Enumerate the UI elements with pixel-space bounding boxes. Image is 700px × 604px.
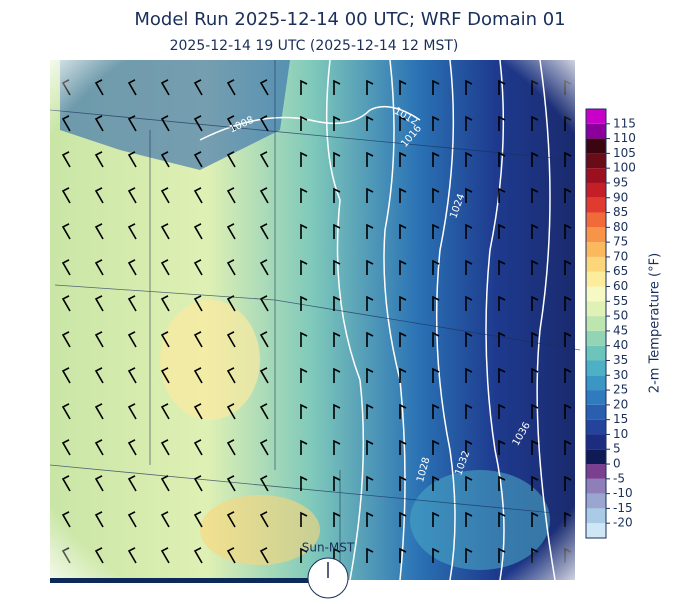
colorbar-swatch [586, 138, 606, 154]
colorbar-tick-label: -15 [613, 501, 633, 515]
colorbar-swatch [586, 168, 606, 183]
colorbar-tick-label: 50 [613, 309, 628, 323]
colorbar-swatch [586, 197, 606, 213]
colorbar-swatch [586, 434, 606, 450]
colorbar-swatch [586, 227, 606, 243]
colorbar-tick-label: 95 [613, 175, 628, 189]
colorbar-swatch [586, 123, 606, 139]
colorbar-swatch [586, 464, 606, 479]
colorbar-tick-label: 5 [613, 442, 621, 456]
colorbar-tick-label: -20 [613, 516, 633, 530]
colorbar-swatch [586, 109, 606, 124]
colorbar-frame [585, 108, 607, 539]
colorbar-tick-label: 115 [613, 116, 636, 130]
colorbar-swatch [586, 301, 606, 317]
subtitle: 2025-12-14 19 UTC (2025-12-14 12 MST) [170, 38, 459, 54]
edge-fade [50, 60, 575, 580]
map: 1008 1012 1016 1024 1028 1032 1036 [49, 59, 581, 581]
colorbar-swatch [586, 404, 606, 420]
colorbar-swatch [586, 212, 606, 228]
colorbar-tick-label: 110 [613, 131, 636, 145]
colorbar-tick-label: 80 [613, 220, 628, 234]
colorbar-tick-label: -10 [613, 486, 633, 500]
colorbar-swatch [586, 419, 606, 435]
colorbar-swatch [586, 316, 606, 331]
colorbar-swatch [586, 256, 606, 272]
colorbar-swatch [586, 182, 606, 198]
clock-label: Sun-MST [302, 541, 355, 555]
colorbar-tick-label: -5 [613, 471, 625, 485]
colorbar-tick-label: 55 [613, 294, 628, 308]
colorbar-swatch [586, 271, 606, 287]
colorbar-tick-label: 45 [613, 323, 628, 337]
colorbar-swatch [586, 153, 606, 169]
colorbar-tick-label: 25 [613, 383, 628, 397]
colorbar-swatch [586, 242, 606, 257]
colorbar-tick-label: 85 [613, 205, 628, 219]
colorbar-tick-label: 0 [613, 457, 621, 471]
colorbar-swatch [586, 330, 606, 346]
colorbar-swatch [586, 345, 606, 361]
colorbar: 1151101051009590858075706560555045403530… [585, 108, 636, 539]
colorbar-label: 2-m Temperature (°F) [648, 253, 663, 393]
colorbar-tick-label: 100 [613, 161, 636, 175]
colorbar-tick-label: 60 [613, 279, 628, 293]
colorbar-swatch [586, 390, 606, 405]
colorbar-swatch [586, 493, 606, 509]
colorbar-tick-label: 90 [613, 190, 628, 204]
colorbar-tick-label: 15 [613, 412, 628, 426]
colorbar-swatch [586, 478, 606, 494]
colorbar-tick-label: 35 [613, 353, 628, 367]
colorbar-tick-label: 40 [613, 338, 628, 352]
colorbar-swatch [586, 523, 606, 538]
colorbar-swatch [586, 508, 606, 524]
title: Model Run 2025-12-14 00 UTC; WRF Domain … [134, 9, 565, 30]
colorbar-swatch [586, 375, 606, 391]
colorbar-swatch [586, 449, 606, 465]
colorbar-swatch [586, 360, 606, 376]
colorbar-tick-label: 30 [613, 368, 628, 382]
time-bar [50, 578, 310, 583]
colorbar-swatch [586, 286, 606, 302]
colorbar-tick-label: 70 [613, 249, 628, 263]
colorbar-tick-label: 75 [613, 235, 628, 249]
colorbar-tick-label: 20 [613, 397, 628, 411]
colorbar-tick-label: 10 [613, 427, 628, 441]
colorbar-tick-label: 105 [613, 146, 636, 160]
colorbar-tick-label: 65 [613, 264, 628, 278]
